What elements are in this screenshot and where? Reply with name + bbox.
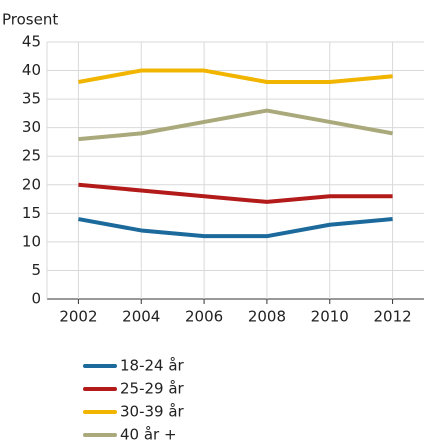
- x-tick-label: 2006: [185, 308, 223, 326]
- series-line: [78, 68, 393, 84]
- legend-label: 18-24 år: [120, 357, 185, 375]
- y-tick-label: 30: [22, 118, 41, 136]
- y-tick-label: 35: [22, 90, 41, 108]
- x-tick-label: 2008: [248, 308, 286, 326]
- y-tick-label: 20: [22, 175, 41, 193]
- legend-label: 25-29 år: [120, 380, 185, 398]
- x-tick-label: 2012: [373, 308, 411, 326]
- legend-label: 30-39 år: [120, 403, 185, 421]
- series-line: [78, 108, 393, 142]
- y-tick-label: 15: [22, 204, 41, 222]
- y-axis-label: Prosent: [2, 11, 58, 29]
- y-tick-label: 45: [22, 33, 41, 51]
- y-tick-label: 25: [22, 147, 41, 165]
- series-line: [78, 182, 393, 204]
- legend-label: 40 år +: [120, 426, 177, 444]
- x-tick-label: 2004: [122, 308, 160, 326]
- y-tick-label: 0: [31, 290, 41, 308]
- series-line: [78, 217, 393, 239]
- x-tick-label: 2010: [311, 308, 349, 326]
- y-tick-label: 40: [22, 61, 41, 79]
- y-tick-label: 10: [22, 232, 41, 250]
- y-tick-label: 5: [31, 261, 41, 279]
- x-tick-label: 2002: [59, 308, 97, 326]
